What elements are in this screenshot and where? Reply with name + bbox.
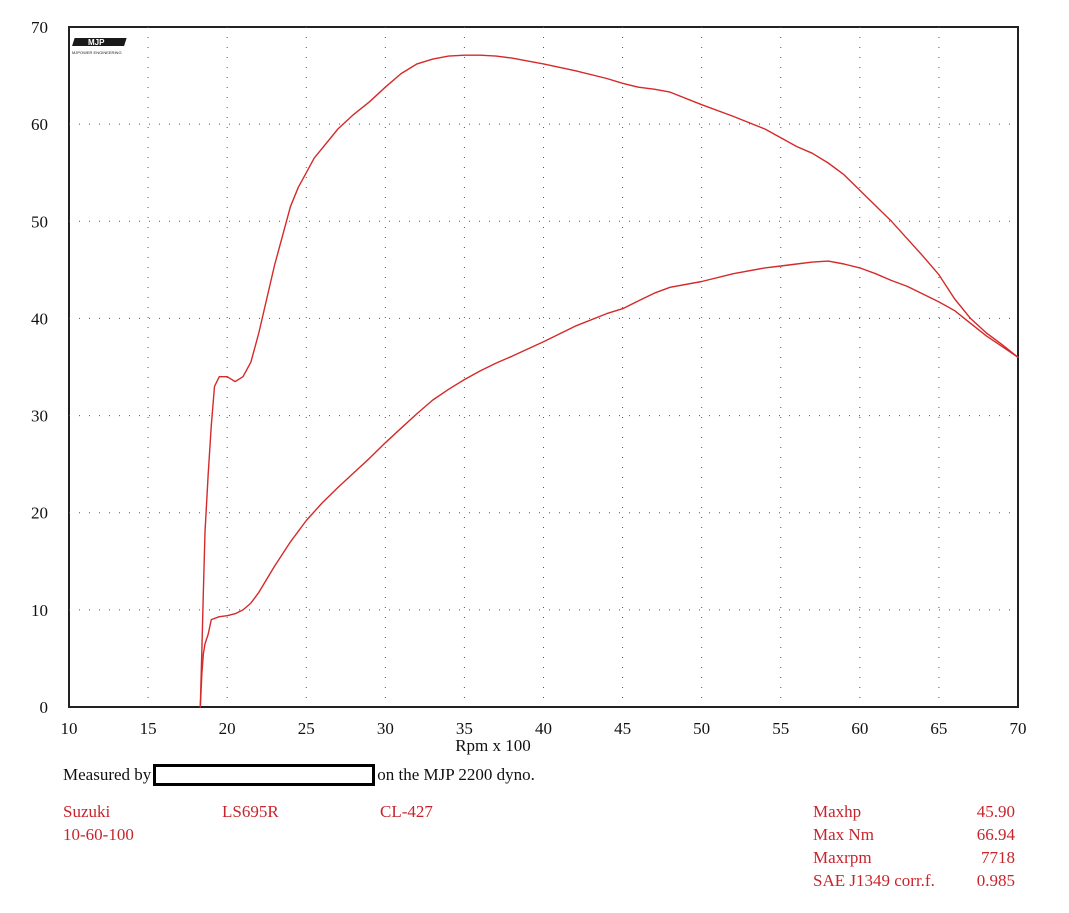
x-tick-label: 50: [693, 719, 710, 738]
x-tick-label: 10: [61, 719, 78, 738]
x-tick-label: 25: [298, 719, 315, 738]
y-tick-label: 0: [40, 698, 49, 717]
vehicle-model: LS695R: [222, 802, 279, 821]
redacted-name-box: [153, 764, 376, 786]
x-tick-label: 40: [535, 719, 552, 738]
y-tick-label: 20: [31, 504, 48, 523]
stat-value-maxrpm: 7718: [981, 848, 1015, 867]
logo-text: MJP: [88, 38, 105, 47]
x-tick-label: 70: [1010, 719, 1027, 738]
measured-by-row: Measured by on the MJP 2200 dyno.: [63, 764, 535, 786]
series-line-upper: [199, 54, 1019, 708]
stat-value-maxhp: 45.90: [976, 802, 1015, 821]
series-line-lower: [199, 260, 1019, 708]
tick-labels: 10 15 20 25 30 35 40 45 50 55 60 65 70 0 10 20 30 40 50 60 7…: [31, 18, 1027, 738]
x-tick-label: 60: [851, 719, 868, 738]
stat-label-maxnm: Max Nm: [813, 825, 874, 844]
measured-by-prefix: Measured by: [63, 765, 152, 784]
stat-value-corr: 0.985: [976, 871, 1015, 890]
stat-value-maxnm: 66.94: [976, 825, 1015, 844]
gear-ratio: 10-60-100: [63, 825, 134, 844]
measured-by-suffix: on the MJP 2200 dyno.: [377, 765, 535, 784]
x-tick-label: 30: [377, 719, 394, 738]
y-tick-label: 50: [31, 212, 48, 231]
y-tick-label: 40: [31, 309, 48, 328]
stat-label-maxrpm: Maxrpm: [813, 848, 872, 867]
mjp-logo: MJP MJPOWER ENGINEERING: [72, 38, 127, 55]
x-tick-label: 65: [930, 719, 947, 738]
stat-label-maxhp: Maxhp: [813, 802, 862, 821]
y-tick-label: 60: [31, 115, 48, 134]
x-tick-label: 15: [140, 719, 157, 738]
vehicle-make: Suzuki: [63, 802, 111, 821]
x-tick-label: 55: [772, 719, 789, 738]
logo-subtext: MJPOWER ENGINEERING: [72, 50, 122, 55]
grid-lines: [69, 27, 1018, 707]
stat-label-corr: SAE J1349 corr.f.: [813, 871, 935, 890]
x-tick-label: 20: [219, 719, 236, 738]
x-tick-label: 35: [456, 719, 473, 738]
x-axis-title: Rpm x 100: [455, 736, 531, 755]
y-tick-label: 10: [31, 601, 48, 620]
vehicle-code: CL-427: [380, 802, 433, 821]
series-layer: [199, 54, 1019, 708]
y-tick-label: 30: [31, 407, 48, 426]
y-tick-label: 70: [31, 18, 48, 37]
x-tick-label: 45: [614, 719, 631, 738]
